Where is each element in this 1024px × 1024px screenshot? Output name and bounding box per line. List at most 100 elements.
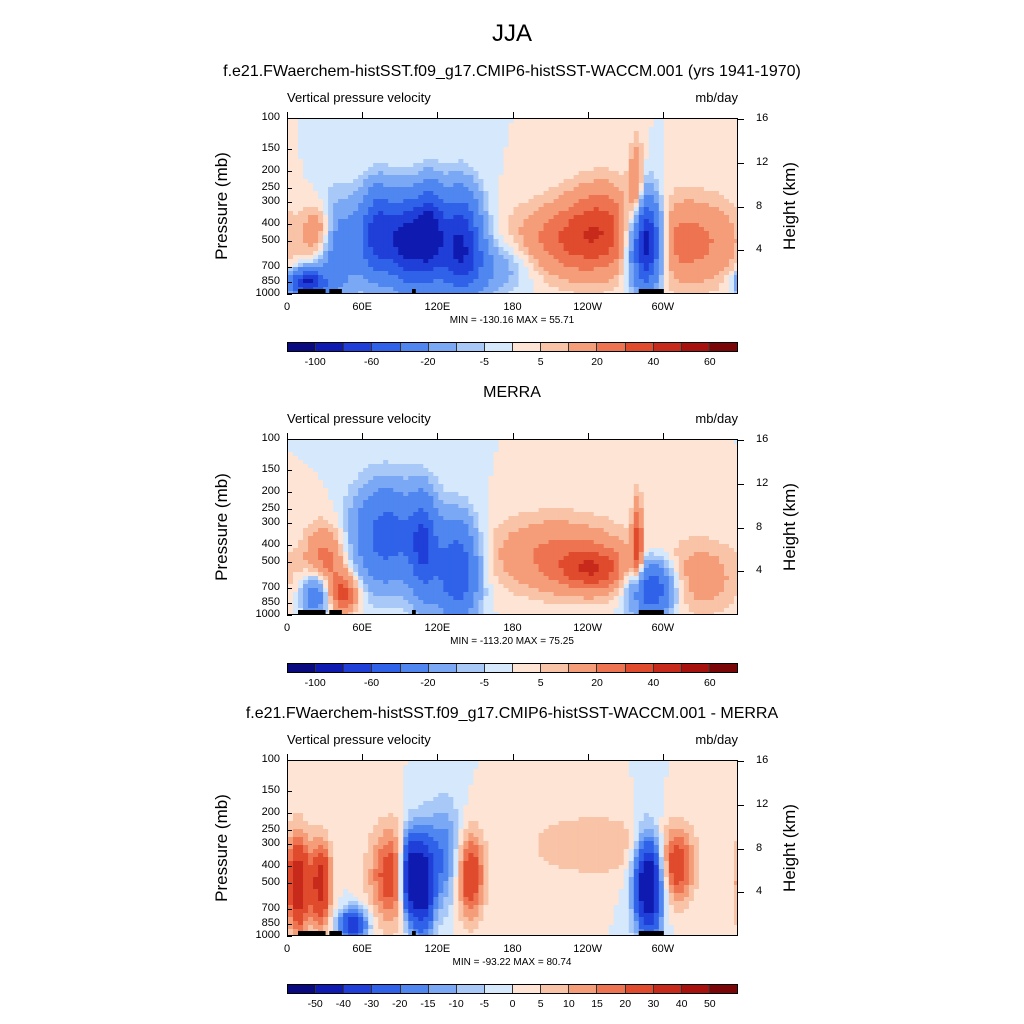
contour-cell <box>573 195 580 200</box>
contour-cell <box>603 127 610 132</box>
contour-cell <box>333 223 339 228</box>
contour-cell <box>518 279 525 284</box>
contour-cell <box>638 267 645 272</box>
contour-cell <box>533 167 540 172</box>
contour-cell <box>528 131 535 136</box>
contour-cell <box>563 440 570 445</box>
contour-cell <box>303 195 309 200</box>
contour-cell <box>403 448 409 453</box>
contour-cell <box>453 215 459 220</box>
contour-cell <box>578 472 585 477</box>
contour-cell <box>428 175 434 180</box>
panel-1-contour-field <box>288 440 737 614</box>
contour-cell <box>608 255 615 260</box>
contour-cell <box>388 279 394 284</box>
contour-cell <box>543 440 550 445</box>
contour-cell <box>558 267 565 272</box>
contour-cell <box>593 131 600 136</box>
contour-cell <box>653 271 660 276</box>
contour-cell <box>403 468 409 473</box>
contour-cell <box>408 255 414 260</box>
contour-cell <box>388 255 394 260</box>
contour-cell <box>493 448 500 453</box>
contour-cell <box>733 135 737 140</box>
contour-cell <box>443 468 449 473</box>
contour-cell <box>538 171 545 176</box>
contour-cell <box>353 163 359 168</box>
contour-cell <box>613 191 620 196</box>
contour-cell <box>448 456 454 461</box>
contour-cell <box>528 235 535 240</box>
contour-cell <box>478 167 485 172</box>
contour-cell <box>463 456 469 461</box>
contour-cell <box>438 460 444 465</box>
contour-cell <box>608 207 615 212</box>
contour-cell <box>308 247 314 252</box>
contour-cell <box>453 219 459 224</box>
contour-cell <box>618 135 625 140</box>
contour-cell <box>663 147 670 152</box>
contour-cell <box>718 456 725 461</box>
contour-cell <box>558 271 565 276</box>
contour-cell <box>483 223 490 228</box>
contour-cell <box>703 203 710 208</box>
contour-cell <box>623 448 630 453</box>
contour-cell <box>518 131 525 136</box>
panel-0-lon-tick-mark <box>287 112 288 118</box>
contour-cell <box>543 472 550 477</box>
contour-cell <box>573 279 580 284</box>
contour-cell <box>588 191 595 196</box>
contour-cell <box>728 175 735 180</box>
contour-cell <box>648 255 655 260</box>
contour-cell <box>413 267 419 272</box>
contour-cell <box>318 271 324 276</box>
contour-cell <box>688 143 695 148</box>
contour-cell <box>518 440 525 445</box>
contour-cell <box>478 139 485 144</box>
contour-cell <box>433 183 439 188</box>
contour-cell <box>448 159 454 164</box>
contour-cell <box>603 167 610 172</box>
contour-cell <box>573 203 580 208</box>
contour-cell <box>423 155 429 160</box>
contour-cell <box>458 287 464 292</box>
contour-cell <box>608 235 615 240</box>
contour-cell <box>698 243 705 248</box>
contour-cell <box>333 440 339 445</box>
contour-cell <box>288 167 294 172</box>
contour-cell <box>378 271 384 276</box>
contour-cell <box>393 239 399 244</box>
contour-cell <box>428 135 434 140</box>
contour-cell <box>548 243 555 248</box>
contour-cell <box>393 127 399 132</box>
contour-cell <box>293 456 299 461</box>
contour-cell <box>398 287 404 292</box>
contour-cell <box>368 187 374 192</box>
contour-cell <box>683 155 690 160</box>
contour-cell <box>653 159 660 164</box>
contour-cell <box>448 440 454 445</box>
contour-cell <box>693 464 700 469</box>
contour-cell <box>713 291 720 293</box>
contour-cell <box>503 207 510 212</box>
contour-cell <box>303 460 309 465</box>
contour-cell <box>523 195 530 200</box>
contour-cell <box>443 143 449 148</box>
contour-cell <box>628 460 635 465</box>
contour-cell <box>708 267 715 272</box>
contour-cell <box>363 464 369 469</box>
contour-cell <box>693 287 700 292</box>
contour-cell <box>568 211 575 216</box>
contour-cell <box>693 235 700 240</box>
contour-cell <box>293 279 299 284</box>
contour-cell <box>363 223 369 228</box>
contour-cell <box>728 139 735 144</box>
contour-cell <box>693 215 700 220</box>
contour-cell <box>628 267 635 272</box>
contour-cell <box>653 147 660 152</box>
contour-cell <box>573 147 580 152</box>
contour-cell <box>323 259 329 264</box>
contour-cell <box>293 131 299 136</box>
contour-cell <box>703 283 710 288</box>
contour-cell <box>723 187 730 192</box>
